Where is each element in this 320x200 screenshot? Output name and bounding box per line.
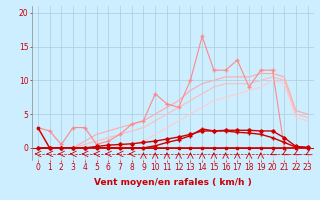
X-axis label: Vent moyen/en rafales ( km/h ): Vent moyen/en rafales ( km/h ) bbox=[94, 178, 252, 187]
